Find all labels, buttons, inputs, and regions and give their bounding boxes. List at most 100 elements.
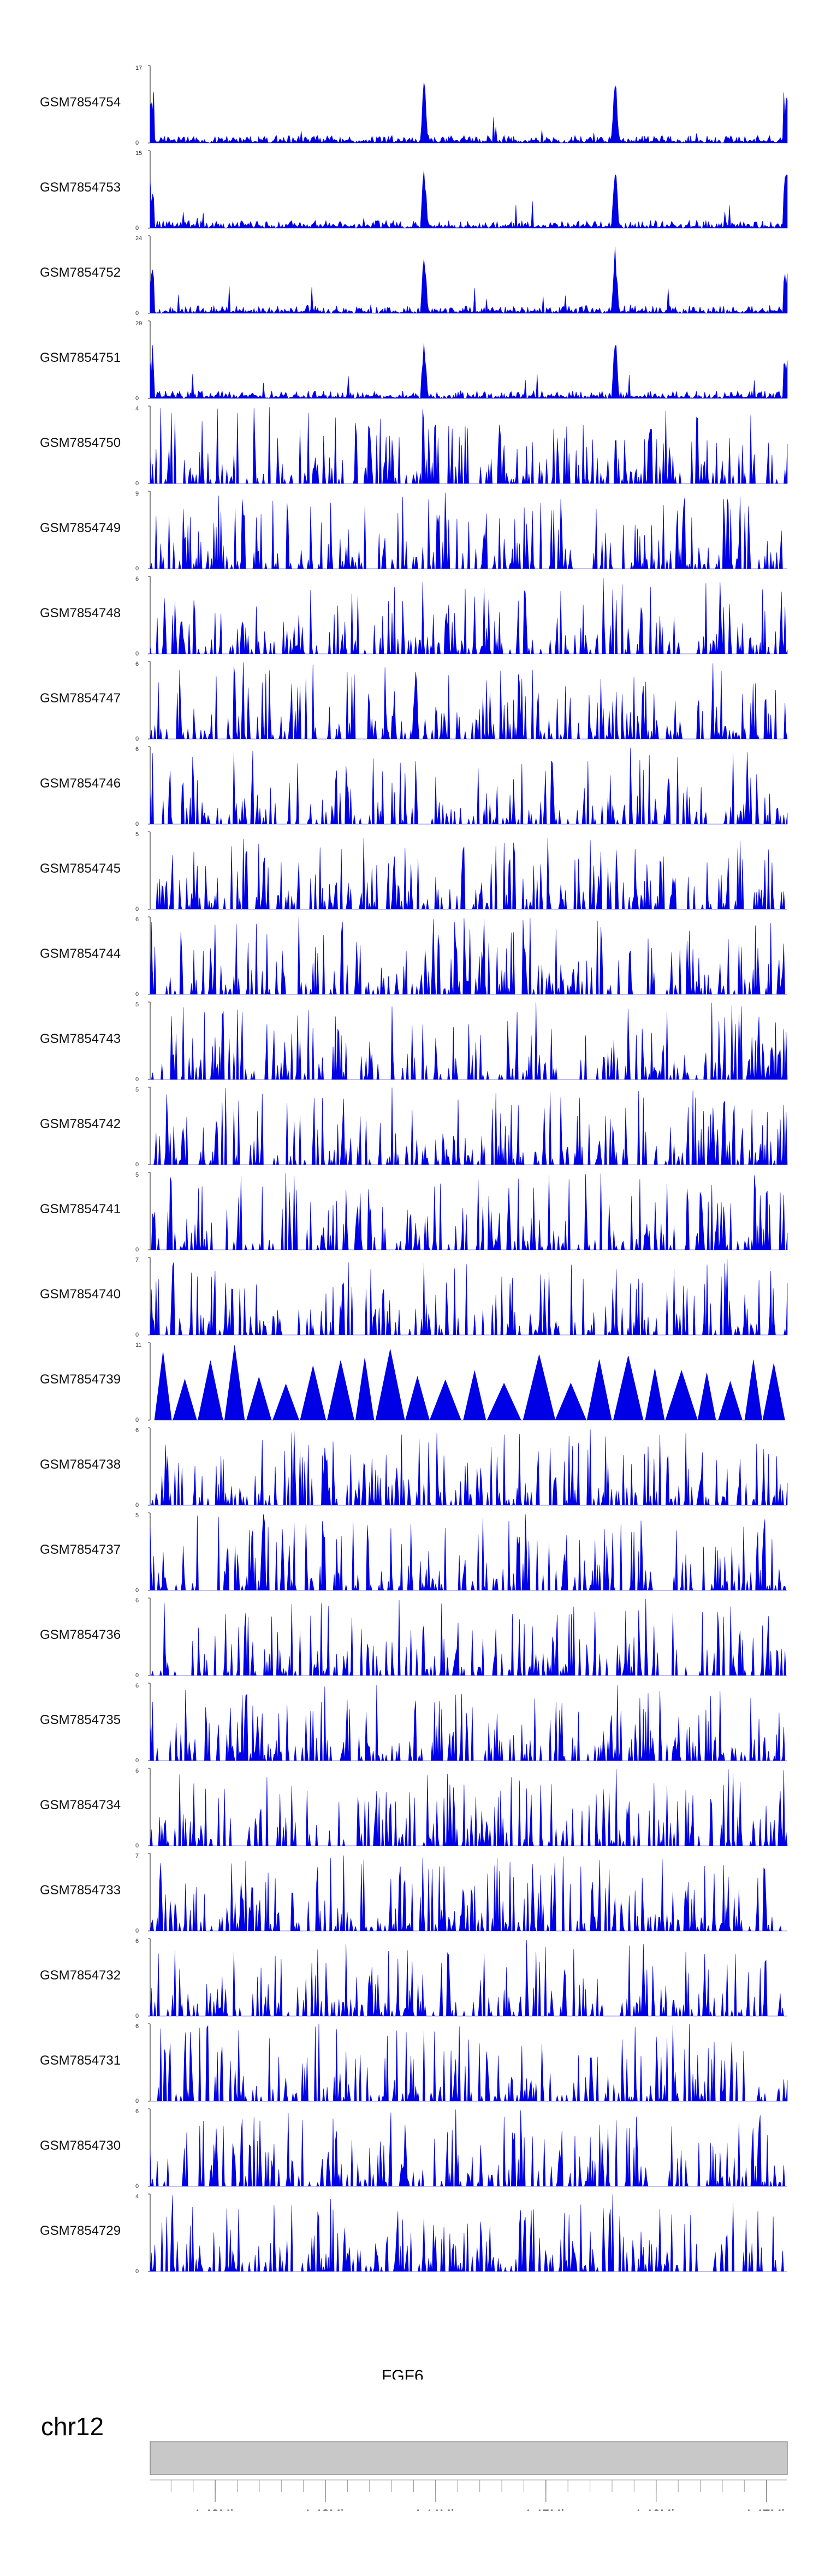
track-GSM7854751: 29 0 xyxy=(135,320,788,402)
y-max-label: 5 xyxy=(135,1512,139,1519)
track-label: GSM7854739 xyxy=(40,1372,121,1387)
y-min-label: 0 xyxy=(135,1502,139,1508)
track-GSM7854735: 60 xyxy=(135,1683,787,1764)
signal-area xyxy=(150,577,788,654)
signal-area xyxy=(150,2024,788,2102)
signal-area xyxy=(150,2194,787,2273)
track-label: GSM7854733 xyxy=(40,1883,121,1898)
track-GSM7854743: 50 xyxy=(135,1001,788,1083)
y-min-label: 0 xyxy=(135,1161,139,1168)
track-GSM7854754: 17 0 xyxy=(135,65,788,146)
y-max-label: 6 xyxy=(135,1768,139,1774)
y-min-label: 0 xyxy=(135,1842,139,1849)
track-GSM7854738: 60 xyxy=(135,1427,788,1508)
tick-label: 4.42Mb xyxy=(192,2507,238,2511)
chromosome-label: chr12 xyxy=(41,2412,104,2441)
chromosome-ideogram xyxy=(150,2441,788,2475)
y-max-label: 6 xyxy=(135,2108,139,2115)
y-max-label: 11 xyxy=(135,1342,141,1349)
track-GSM7854736: 60 xyxy=(135,1597,787,1679)
track-label: GSM7854748 xyxy=(40,606,121,621)
genome-axis: 4.42Mb 4.43Mb 4.44Mb 4.45Mb 4.46Mb 4.47Mb xyxy=(150,2441,789,2511)
track-label: GSM7854753 xyxy=(40,180,121,195)
y-min-label: 0 xyxy=(135,2268,139,2275)
track-GSM7854733: 70 xyxy=(135,1853,787,1934)
track-label: GSM7854747 xyxy=(40,691,121,706)
track-GSM7854741: 50 xyxy=(135,1172,788,1253)
y-min-label: 0 xyxy=(135,1332,139,1338)
track-label: GSM7854738 xyxy=(40,1457,121,1472)
y-min-label: 0 xyxy=(135,821,139,827)
y-max-label: 24 xyxy=(135,235,142,242)
track-GSM7854749: 90 xyxy=(135,491,787,572)
y-max-label: 5 xyxy=(135,1001,139,1008)
signal-area xyxy=(150,82,788,144)
track-GSM7854744: 60 xyxy=(135,916,787,998)
track-GSM7854730: 60 xyxy=(135,2108,787,2190)
track-label: GSM7854730 xyxy=(40,2138,121,2153)
y-max-label: 6 xyxy=(135,1683,139,1689)
track-label: GSM7854740 xyxy=(40,1287,121,1302)
track-GSM7854734: 60 xyxy=(135,1768,788,1849)
track-label: GSM7854731 xyxy=(40,2053,121,2068)
track-label: GSM7854737 xyxy=(40,1542,121,1557)
y-max-label: 6 xyxy=(135,746,139,753)
gene-name-label: FGF6 xyxy=(382,2367,424,2380)
track-GSM7854740: 70 xyxy=(135,1257,788,1338)
tick-label: 4.47Mb xyxy=(744,2507,789,2511)
y-max-label: 6 xyxy=(135,916,139,923)
tick-label: 4.44Mb xyxy=(413,2507,458,2511)
y-max-label: 17 xyxy=(135,65,142,71)
track-GSM7854750: 40 xyxy=(135,406,788,487)
y-min-label: 0 xyxy=(135,1417,139,1423)
y-min-label: 0 xyxy=(135,2013,139,2019)
track-label: GSM7854752 xyxy=(40,265,121,280)
track-GSM7854729: 40 xyxy=(135,2193,787,2275)
track-GSM7854732: 60 xyxy=(135,1938,787,2019)
track-label: GSM7854746 xyxy=(40,776,121,791)
track-label: GSM7854741 xyxy=(40,1202,121,1217)
signal-area xyxy=(150,1002,788,1080)
y-min-label: 0 xyxy=(135,225,139,231)
track-GSM7854753: 15 0 xyxy=(135,150,788,231)
tick-label: 4.45Mb xyxy=(523,2507,568,2511)
track-GSM7854746: 60 xyxy=(135,746,788,827)
signal-area xyxy=(150,1259,788,1335)
track-GSM7854742: 50 xyxy=(135,1087,788,1168)
y-max-label: 4 xyxy=(135,2193,139,2200)
y-min-label: 0 xyxy=(135,1247,139,1253)
signal-area xyxy=(150,1855,787,1931)
y-min-label: 0 xyxy=(135,991,139,998)
track-label: GSM7854736 xyxy=(40,1627,121,1642)
track-label: GSM7854735 xyxy=(40,1713,121,1727)
y-max-label: 7 xyxy=(135,1853,139,1859)
y-min-label: 0 xyxy=(135,2098,139,2104)
signal-area xyxy=(150,1769,788,1846)
y-max-label: 6 xyxy=(135,1938,139,1945)
gene-annotation-track: FGF6 xyxy=(382,2367,424,2380)
y-max-label: 9 xyxy=(135,491,139,497)
y-max-label: 6 xyxy=(135,2023,139,2030)
signal-area xyxy=(150,1940,787,2017)
track-label: GSM7854751 xyxy=(40,350,121,365)
signal-area xyxy=(150,1599,787,1676)
y-max-label: 4 xyxy=(135,406,139,412)
y-min-label: 0 xyxy=(135,310,139,317)
track-GSM7854731: 60 xyxy=(135,2023,788,2104)
track-GSM7854748: 60 xyxy=(135,576,788,657)
signal-area xyxy=(150,837,787,910)
y-min-label: 0 xyxy=(135,736,139,742)
track-label: GSM7854745 xyxy=(40,861,121,876)
tick-label: 4.43Mb xyxy=(302,2507,348,2511)
signal-area xyxy=(150,1514,787,1591)
track-label: GSM7854742 xyxy=(40,1117,121,1131)
track-label: GSM7854734 xyxy=(40,1798,121,1812)
signal-tracks-panel: GSM7854754 17 0 GSM7854753 15 0 GSM7854752 24 0 G… xyxy=(40,65,788,2275)
signal-area xyxy=(150,917,787,995)
track-label: GSM7854750 xyxy=(40,436,121,450)
y-min-label: 0 xyxy=(135,1928,139,1934)
tick-label: 4.46Mb xyxy=(633,2507,679,2511)
y-min-label: 0 xyxy=(135,565,139,572)
track-label: GSM7854743 xyxy=(40,1031,121,1046)
signal-area xyxy=(150,492,787,569)
